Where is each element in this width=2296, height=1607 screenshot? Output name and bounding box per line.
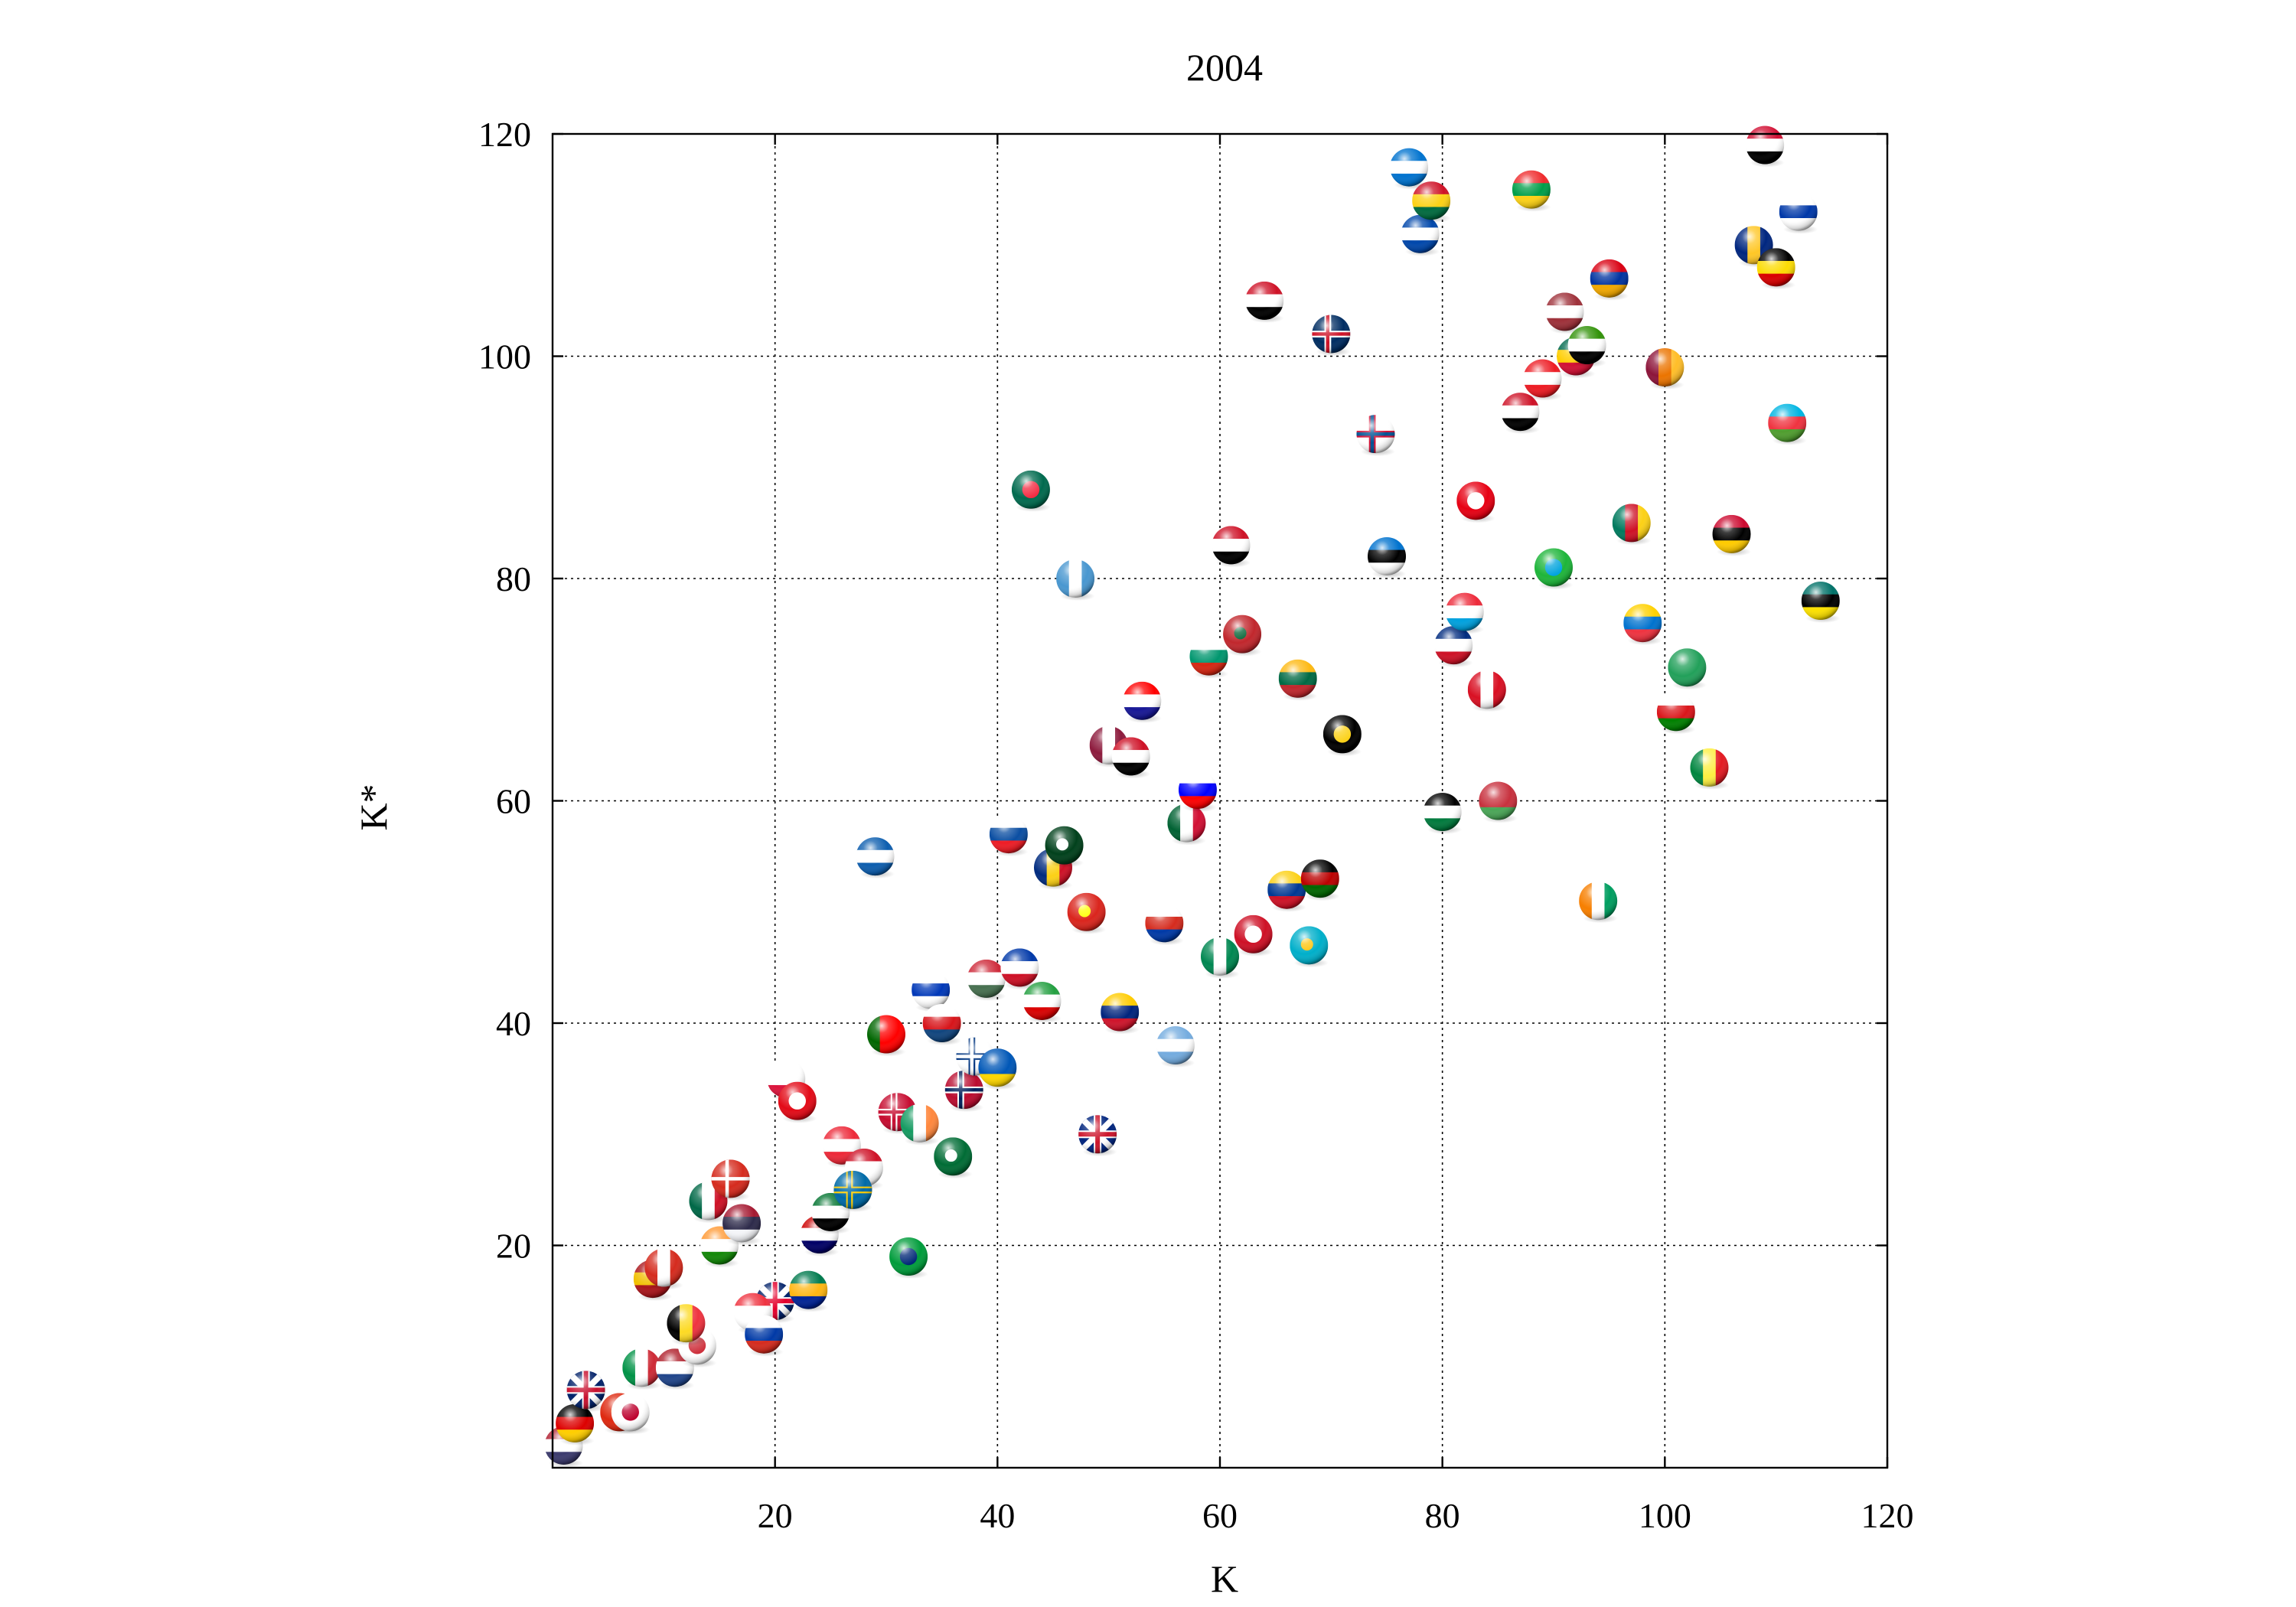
data-point-cl bbox=[1145, 904, 1184, 946]
data-point-lu bbox=[1445, 592, 1485, 634]
data-point-pa bbox=[1356, 415, 1395, 457]
data-point-pt bbox=[867, 1015, 906, 1057]
data-point-sa2 bbox=[1668, 648, 1707, 690]
data-point-tt bbox=[1234, 914, 1274, 957]
data-point-zw bbox=[1567, 325, 1607, 367]
data-point-ng bbox=[1201, 937, 1240, 979]
y-tick-label: 100 bbox=[478, 337, 531, 376]
data-points bbox=[544, 125, 1841, 1468]
data-point-kw bbox=[1111, 737, 1151, 779]
axis-ticks: 20 40 60 80 100 120 20 40 60 80 100 120 bbox=[478, 115, 1914, 1535]
data-point-am bbox=[1590, 259, 1629, 301]
data-point-iq bbox=[1212, 526, 1251, 568]
data-point-dz bbox=[1167, 804, 1206, 846]
grid-lines bbox=[553, 134, 1887, 1468]
x-tick-label: 20 bbox=[758, 1496, 793, 1535]
data-point-by bbox=[1479, 781, 1518, 823]
data-point-jp bbox=[611, 1393, 651, 1435]
data-point-sa bbox=[934, 1137, 973, 1179]
data-point-ug bbox=[1756, 248, 1796, 290]
data-point-bf bbox=[1512, 170, 1551, 212]
data-point-tr bbox=[778, 1081, 817, 1123]
data-point-ee bbox=[1368, 536, 1407, 579]
data-point-lb bbox=[1523, 359, 1562, 401]
chart-title: 2004 bbox=[1186, 46, 1263, 89]
x-tick-label: 40 bbox=[980, 1496, 1015, 1535]
data-point-ke bbox=[1300, 859, 1340, 901]
data-point-ph bbox=[1000, 948, 1039, 990]
data-point-br bbox=[889, 1237, 928, 1279]
data-point-lt bbox=[1278, 659, 1318, 701]
data-point-hr bbox=[1123, 681, 1162, 723]
x-tick-label: 60 bbox=[1202, 1496, 1238, 1535]
data-point-nz bbox=[1078, 1115, 1117, 1157]
data-point-ir bbox=[1022, 981, 1062, 1023]
data-point-eg bbox=[1245, 281, 1284, 323]
data-point-sv bbox=[1401, 214, 1440, 256]
data-point-lk bbox=[1645, 348, 1684, 390]
data-point-ao bbox=[1712, 514, 1752, 556]
data-point-pe bbox=[1467, 670, 1507, 712]
data-point-de bbox=[556, 1403, 595, 1446]
data-point-vn bbox=[1067, 892, 1107, 934]
data-point-ec bbox=[1623, 604, 1662, 646]
data-point-ma bbox=[1223, 614, 1262, 657]
data-point-uy bbox=[1779, 192, 1818, 234]
data-point-ca bbox=[644, 1248, 683, 1290]
data-point-sk bbox=[989, 815, 1029, 857]
data-point-jo bbox=[1423, 793, 1463, 835]
data-point-tz bbox=[1534, 548, 1574, 590]
data-point-cz bbox=[922, 1004, 962, 1045]
x-axis-label: K bbox=[1211, 1557, 1238, 1600]
data-point-ar bbox=[1156, 1026, 1195, 1068]
data-point-uk bbox=[566, 1371, 606, 1413]
data-point-hn bbox=[1390, 148, 1429, 190]
data-point-il bbox=[912, 970, 951, 1012]
data-point-sn bbox=[1690, 748, 1729, 790]
y-tick-label: 20 bbox=[496, 1227, 531, 1266]
data-point-sy bbox=[1501, 393, 1540, 435]
data-point-it bbox=[622, 1348, 661, 1390]
data-point-gt bbox=[1056, 559, 1095, 601]
y-axis-label: K* bbox=[352, 784, 395, 830]
data-point-az bbox=[1768, 403, 1807, 445]
data-point-se bbox=[833, 1170, 872, 1212]
data-point-sd bbox=[1746, 125, 1785, 168]
data-point-mz bbox=[1801, 582, 1841, 624]
x-tick-label: 120 bbox=[1861, 1496, 1914, 1535]
data-point-co bbox=[1267, 870, 1306, 912]
data-point-bd bbox=[1011, 470, 1051, 512]
data-point-si bbox=[1178, 770, 1218, 812]
data-point-ve bbox=[1101, 993, 1140, 1035]
y-tick-label: 80 bbox=[496, 559, 531, 598]
data-point-bg bbox=[1189, 637, 1228, 679]
data-point-pk bbox=[1045, 826, 1084, 868]
y-tick-label: 40 bbox=[496, 1004, 531, 1043]
data-point-gr bbox=[856, 837, 895, 879]
data-point-cm bbox=[1612, 504, 1652, 546]
data-point-ci bbox=[1579, 882, 1618, 924]
data-point-ch bbox=[711, 1159, 751, 1201]
x-tick-label: 80 bbox=[1425, 1496, 1460, 1535]
data-point-za bbox=[789, 1270, 828, 1312]
data-point-no bbox=[944, 1071, 984, 1113]
x-tick-label: 100 bbox=[1639, 1496, 1691, 1535]
data-point-do bbox=[1312, 315, 1351, 357]
y-tick-label: 120 bbox=[478, 115, 531, 154]
data-point-hu bbox=[967, 959, 1006, 1001]
data-point-om bbox=[1656, 693, 1696, 735]
data-point-ru bbox=[745, 1315, 784, 1357]
y-tick-label: 60 bbox=[496, 782, 531, 821]
data-point-th bbox=[722, 1204, 762, 1246]
data-point-ie bbox=[900, 1103, 940, 1146]
data-point-ua bbox=[978, 1048, 1017, 1090]
data-point-be bbox=[667, 1304, 706, 1346]
data-point-lv bbox=[1545, 292, 1585, 334]
data-point-kz bbox=[1290, 926, 1329, 968]
data-point-tn bbox=[1456, 481, 1495, 523]
data-point-pg bbox=[1322, 715, 1362, 757]
data-point-gh bbox=[1412, 181, 1451, 223]
